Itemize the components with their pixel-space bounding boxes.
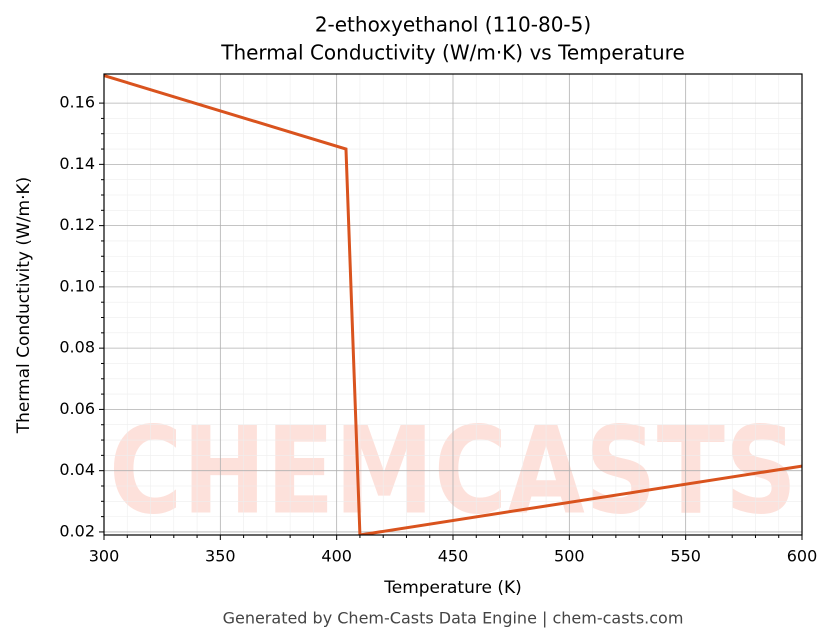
plot-frame	[103, 73, 803, 536]
x-tick-label: 600	[787, 547, 818, 566]
y-tick-label: 0.12	[59, 215, 95, 234]
x-tick-label: 400	[321, 547, 352, 566]
y-tick-label: 0.06	[59, 399, 95, 418]
footer: Generated by Chem-Casts Data Engine | ch…	[223, 609, 684, 628]
x-tick-label: 350	[205, 547, 236, 566]
y-tick-label: 0.16	[59, 93, 95, 112]
y-tick-label: 0.08	[59, 338, 95, 357]
chart-title: Thermal Conductivity (W/m·K) vs Temperat…	[220, 41, 685, 65]
x-tick-label: 300	[89, 547, 120, 566]
y-tick-label: 0.14	[59, 154, 95, 173]
y-tick-label: 0.04	[59, 460, 95, 479]
data-line	[104, 74, 802, 535]
chart-title: 2-ethoxyethanol (110-80-5)	[315, 13, 591, 37]
x-tick-label: 500	[554, 547, 585, 566]
y-tick-label: 0.10	[59, 276, 95, 295]
x-axis-label: Temperature (K)	[383, 578, 522, 598]
x-tick-label: 550	[670, 547, 701, 566]
x-tick-label: 450	[438, 547, 469, 566]
y-axis-label: Thermal Conductivity (W/m·K)	[14, 177, 34, 435]
y-tick-label: 0.02	[59, 521, 95, 540]
